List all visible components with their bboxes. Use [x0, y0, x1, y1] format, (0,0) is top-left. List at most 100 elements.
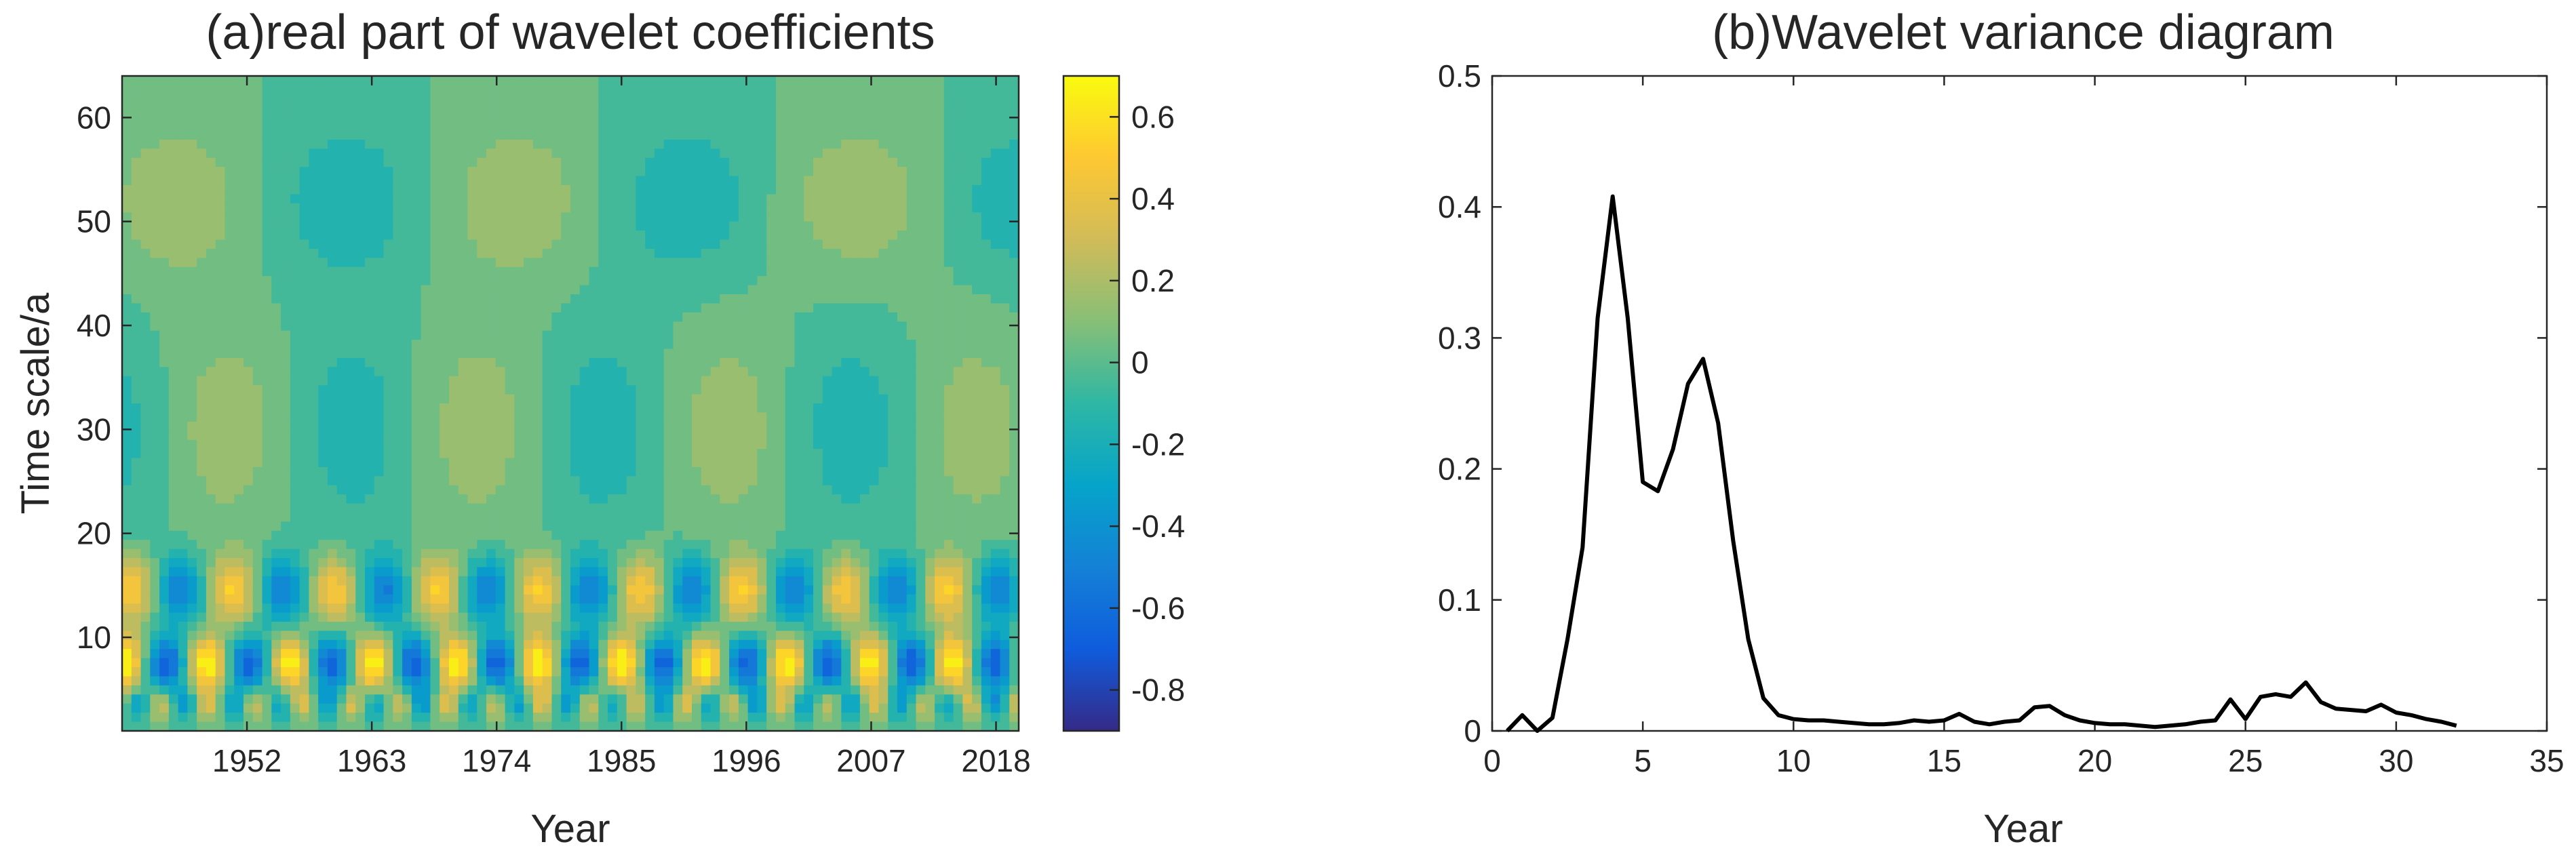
heatmap-cell — [738, 503, 749, 513]
heatmap-cell — [355, 394, 366, 404]
heatmap-cell — [636, 285, 646, 295]
heatmap-cell — [542, 266, 553, 277]
heatmap-cell — [383, 658, 393, 668]
heatmap-cell — [215, 194, 226, 204]
heatmap-cell — [617, 594, 627, 604]
heatmap-cell — [271, 85, 281, 95]
heatmap-cell — [168, 212, 179, 222]
heatmap-cell — [692, 348, 702, 359]
heatmap-cell — [729, 594, 739, 604]
heatmap-cell — [421, 431, 431, 441]
heatmap-cell — [617, 631, 627, 641]
heatmap-cell — [524, 476, 534, 486]
heatmap-cell — [561, 348, 571, 359]
heatmap-cell — [225, 285, 235, 295]
heatmap-cell — [234, 239, 244, 250]
heatmap-cell — [299, 694, 310, 704]
heatmap-cell — [486, 221, 496, 231]
heatmap-cell — [225, 667, 235, 677]
heatmap-cell — [234, 694, 244, 704]
heatmap-cell — [747, 622, 758, 632]
heatmap-cell — [542, 649, 553, 659]
heatmap-cell — [365, 321, 375, 332]
heatmap-cell — [290, 303, 300, 313]
heatmap-cell — [383, 330, 393, 340]
heatmap-cell — [365, 549, 375, 559]
heatmap-cell — [421, 494, 431, 504]
heatmap-cell — [692, 594, 702, 604]
heatmap-cell — [738, 667, 749, 677]
heatmap-cell — [486, 139, 496, 149]
heatmap-cell — [122, 203, 132, 213]
heatmap-cell — [327, 185, 338, 195]
heatmap-cell — [486, 103, 496, 113]
heatmap-cell — [365, 112, 375, 122]
heatmap-cell — [234, 285, 244, 295]
heatmap-cell — [168, 558, 179, 568]
heatmap-cell — [701, 85, 711, 95]
heatmap-cell — [168, 639, 179, 650]
heatmap-cell — [393, 449, 403, 459]
heatmap-cell — [290, 567, 300, 577]
heatmap-cell — [663, 394, 674, 404]
heatmap-cell — [206, 466, 216, 477]
heatmap-cell — [458, 258, 469, 268]
heatmap-cell — [673, 649, 683, 659]
heatmap-cell — [729, 476, 739, 486]
heatmap-cell — [336, 567, 347, 577]
heatmap-cell — [617, 130, 627, 140]
heatmap-cell — [187, 421, 197, 431]
heatmap-cell — [374, 330, 385, 340]
heatmap-cell — [327, 376, 338, 386]
heatmap-cell — [140, 403, 151, 414]
heatmap-cell — [608, 703, 618, 713]
heatmap-cell — [757, 431, 767, 441]
heatmap-cell — [467, 85, 477, 95]
heatmap-cell — [589, 639, 599, 650]
heatmap-cell — [168, 685, 179, 695]
heatmap-cell — [467, 431, 477, 441]
heatmap-cell — [570, 458, 581, 468]
heatmap-cell — [197, 312, 207, 322]
heatmap-cell — [570, 221, 581, 231]
heatmap-cell — [710, 130, 720, 140]
heatmap-cell — [178, 530, 188, 540]
heatmap-cell — [486, 603, 496, 614]
heatmap-cell — [710, 567, 720, 577]
heatmap-cell — [598, 176, 608, 186]
heatmap-cell — [701, 303, 711, 313]
heatmap-cell — [421, 76, 431, 86]
heatmap-cell — [290, 221, 300, 231]
heatmap-cell — [122, 485, 132, 495]
heatmap-cell — [346, 148, 356, 159]
heatmap-cell — [766, 239, 777, 250]
heatmap-cell — [495, 585, 506, 595]
heatmap-cell — [692, 385, 702, 395]
heatmap-cell — [467, 185, 477, 195]
heatmap-cell — [374, 294, 385, 304]
heatmap-cell — [215, 439, 226, 450]
heatmap-cell — [589, 340, 599, 350]
heatmap-cell — [617, 466, 627, 477]
heatmap-cell — [524, 148, 534, 159]
heatmap-cell — [336, 603, 347, 614]
heatmap-cell — [608, 421, 618, 431]
heatmap-cell — [608, 121, 618, 132]
heatmap-cell — [636, 276, 646, 286]
heatmap-cell — [421, 567, 431, 577]
heatmap-cell — [486, 667, 496, 677]
heatmap-cell — [514, 703, 524, 713]
heatmap-cell — [215, 513, 226, 523]
heatmap-cell — [738, 622, 749, 632]
heatmap-cell — [495, 94, 506, 104]
heatmap-cell — [411, 176, 422, 186]
heatmap-cell — [197, 521, 207, 532]
heatmap-cell — [551, 340, 562, 350]
heatmap-cell — [486, 330, 496, 340]
heatmap-cell — [197, 357, 207, 367]
heatmap-cell — [598, 376, 608, 386]
heatmap-cell — [365, 576, 375, 586]
heatmap-cell — [682, 258, 692, 268]
heatmap-cell — [663, 340, 674, 350]
heatmap-cell — [598, 203, 608, 213]
